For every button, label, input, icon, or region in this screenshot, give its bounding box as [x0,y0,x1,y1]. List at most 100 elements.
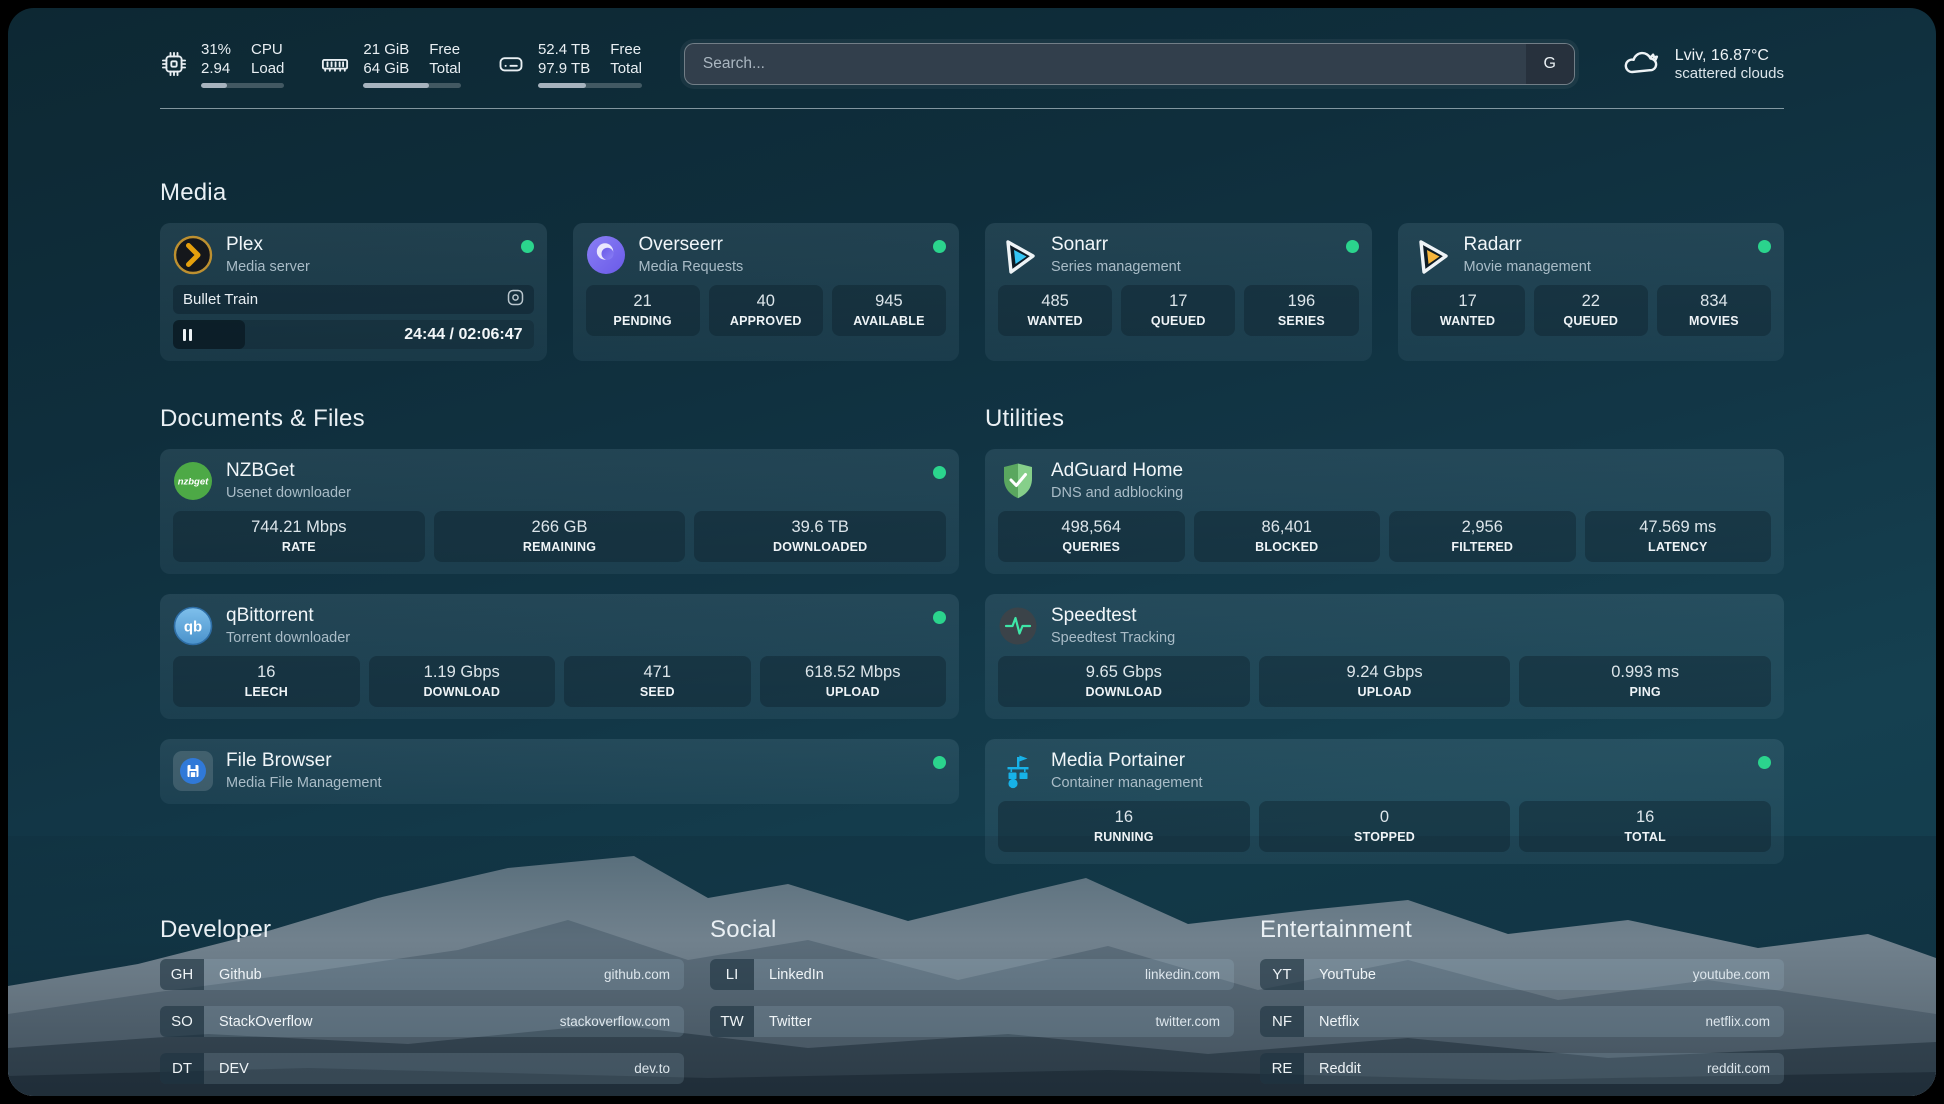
now-playing-title: Bullet Train [183,291,507,308]
stat-block: 16 TOTAL [1519,801,1771,852]
stat-block: 22 QUEUED [1534,285,1648,336]
bookmark-reddit[interactable]: RE Reddit reddit.com [1260,1053,1784,1084]
stat-block: 0.993 ms PING [1519,656,1771,707]
service-card-sonarr[interactable]: Sonarr Series management 485 WANTED 17 Q… [985,223,1372,361]
bookmark-twitter[interactable]: TW Twitter twitter.com [710,1006,1234,1037]
memory-widget: 21 GiB 64 GiB Free Total [320,40,461,88]
bookmark-abbr: YT [1260,959,1304,990]
service-description: Series management [1051,258,1333,276]
status-dot-online [933,756,946,769]
memory-free-value: 21 GiB [363,40,409,59]
service-name: Speedtest [1051,604,1771,628]
svg-text:nzbget: nzbget [178,476,209,487]
stat-block: 744.21 Mbps RATE [173,511,425,562]
service-card-filebrowser[interactable]: File Browser Media File Management [160,739,959,804]
stat-block: 498,564 QUERIES [998,511,1185,562]
search-bar: G [684,43,1575,85]
cpu-load-label: Load [251,59,284,78]
stat-block: 618.52 Mbps UPLOAD [760,656,947,707]
weather-location-temp: Lviv, 16.87°C [1675,47,1784,65]
service-description: Torrent downloader [226,629,920,647]
bookmark-domain: netflix.com [1705,1006,1784,1037]
bookmark-abbr: SO [160,1006,204,1037]
status-dot-online [1346,240,1359,253]
stat-block: 471 SEED [564,656,751,707]
disk-total-label: Total [610,59,642,78]
cpu-icon [160,50,188,78]
now-playing-time: 24:44 / 02:06:47 [404,326,533,344]
stat-block: 47.569 ms LATENCY [1585,511,1772,562]
stat-block: 1.19 Gbps DOWNLOAD [369,656,556,707]
service-description: Speedtest Tracking [1051,629,1771,647]
plex-icon [173,235,213,275]
service-description: Usenet downloader [226,484,920,502]
bookmark-name: Reddit [1304,1053,1707,1084]
pause-icon[interactable] [183,329,192,341]
service-card-adguard[interactable]: AdGuard Home DNS and adblocking 498,564 … [985,449,1784,574]
stat-block: 196 SERIES [1244,285,1358,336]
stat-block: 266 GB REMAINING [434,511,686,562]
service-description: Media server [226,258,508,276]
bookmark-linkedin[interactable]: LI LinkedIn linkedin.com [710,959,1234,990]
bookmark-name: DEV [204,1053,634,1084]
cpu-load-value: 2.94 [201,59,231,78]
bookmark-abbr: GH [160,959,204,990]
overseerr-icon [586,235,626,275]
stat-block: 17 QUEUED [1121,285,1235,336]
stat-block: 485 WANTED [998,285,1112,336]
service-name: Plex [226,233,508,257]
bookmark-stackoverflow[interactable]: SO StackOverflow stackoverflow.com [160,1006,684,1037]
section-title-developer: Developer [160,916,684,944]
bookmark-netflix[interactable]: NF Netflix netflix.com [1260,1006,1784,1037]
bookmark-name: YouTube [1304,959,1693,990]
bookmark-youtube[interactable]: YT YouTube youtube.com [1260,959,1784,990]
status-dot-online [1758,756,1771,769]
service-name: NZBGet [226,459,920,483]
bookmark-abbr: RE [1260,1053,1304,1084]
nzbget-icon: nzbget [173,461,213,501]
now-playing-display-icon [507,289,524,311]
cpu-progress-bar [201,83,284,88]
search-input[interactable] [684,43,1575,85]
service-card-radarr[interactable]: Radarr Movie management 17 WANTED 22 QUE… [1398,223,1785,361]
cpu-widget: 31% 2.94 CPU Load [160,40,284,88]
service-description: DNS and adblocking [1051,484,1771,502]
service-name: Media Portainer [1051,749,1745,773]
cpu-usage-label: CPU [251,40,284,59]
bookmark-name: Github [204,959,604,990]
section-media: Media Plex Media server [160,179,1784,361]
status-dot-online [521,240,534,253]
service-card-nzbget[interactable]: nzbget NZBGet Usenet downloader 744.21 M… [160,449,959,574]
stat-block: 0 STOPPED [1259,801,1511,852]
filebrowser-icon [173,751,213,791]
service-card-speedtest[interactable]: Speedtest Speedtest Tracking 9.65 Gbps D… [985,594,1784,719]
memory-total-value: 64 GiB [363,59,409,78]
disk-widget: 52.4 TB 97.9 TB Free Total [497,40,642,88]
section-documents-files: Documents & Files nzbget NZBGet Usenet d [160,405,959,864]
service-card-plex[interactable]: Plex Media server Bullet Train [160,223,547,361]
bookmark-abbr: TW [710,1006,754,1037]
bookmark-name: Netflix [1304,1006,1705,1037]
bookmark-dev[interactable]: DT DEV dev.to [160,1053,684,1084]
stat-block: 9.65 Gbps DOWNLOAD [998,656,1250,707]
service-card-portainer[interactable]: Media Portainer Container management 16 … [985,739,1784,864]
bookmark-domain: stackoverflow.com [560,1006,684,1037]
bookmark-name: StackOverflow [204,1006,560,1037]
memory-progress-bar [363,83,461,88]
service-card-overseerr[interactable]: Overseerr Media Requests 21 PENDING 40 A… [573,223,960,361]
stat-block: 9.24 Gbps UPLOAD [1259,656,1511,707]
section-utilities: Utilities [985,405,1784,864]
search-provider-button[interactable]: G [1526,44,1574,84]
bookmark-github[interactable]: GH Github github.com [160,959,684,990]
service-name: qBittorrent [226,604,920,628]
section-title-entertainment: Entertainment [1260,916,1784,944]
service-card-qbittorrent[interactable]: qb qBittorrent Torrent downloader 16 LEE… [160,594,959,719]
bookmark-domain: linkedin.com [1145,959,1234,990]
resource-widgets: 31% 2.94 CPU Load [160,40,642,88]
bookmark-abbr: LI [710,959,754,990]
now-playing-progress-bar[interactable]: 24:44 / 02:06:47 [173,320,534,349]
section-title-documents: Documents & Files [160,405,959,433]
weather-widget[interactable]: Lviv, 16.87°C scattered clouds [1621,45,1784,84]
disk-free-value: 52.4 TB [538,40,590,59]
service-description: Container management [1051,774,1745,792]
